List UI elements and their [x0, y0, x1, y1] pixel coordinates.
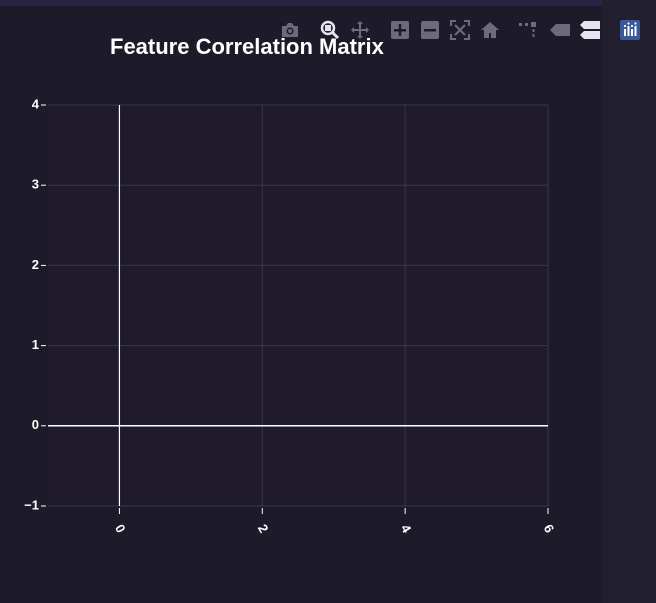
y-tick-label: 1 — [32, 337, 39, 352]
zoom-in-icon[interactable] — [388, 18, 412, 42]
autoscale-icon[interactable] — [448, 18, 472, 42]
y-tick-label: 2 — [32, 257, 39, 272]
chart-title: Feature Correlation Matrix — [110, 34, 384, 59]
plot-area[interactable] — [48, 105, 548, 506]
zero-lines — [48, 105, 548, 506]
y-tick-label: 0 — [32, 417, 39, 432]
y-tick-label: −1 — [24, 497, 39, 512]
hover-compare-icon[interactable] — [578, 18, 602, 42]
top-strip — [0, 0, 602, 6]
pan-icon[interactable] — [348, 18, 372, 42]
x-tick-label: 2 — [255, 522, 272, 536]
plotly-logo-icon[interactable] — [618, 18, 642, 42]
zoom-out-icon[interactable] — [418, 18, 442, 42]
y-axis-ticks: −1 0 1 2 3 4 — [24, 96, 46, 512]
home-icon[interactable] — [478, 18, 502, 42]
spike-lines-icon[interactable] — [516, 18, 540, 42]
y-tick-label: 3 — [32, 177, 39, 192]
x-tick-label: 4 — [398, 522, 415, 536]
grid-lines — [48, 104, 549, 507]
x-tick-label: 6 — [541, 522, 558, 536]
hover-closest-icon[interactable] — [548, 18, 572, 42]
x-axis-ticks: 0 2 4 6 — [112, 508, 557, 536]
zoom-icon[interactable] — [318, 18, 342, 42]
x-tick-label: 0 — [112, 522, 129, 536]
right-panel — [602, 0, 656, 603]
chart[interactable]: 0 2 4 6 −1 0 1 2 3 4 — [0, 0, 602, 603]
y-tick-label: 4 — [32, 96, 40, 111]
camera-icon[interactable] — [278, 18, 302, 42]
